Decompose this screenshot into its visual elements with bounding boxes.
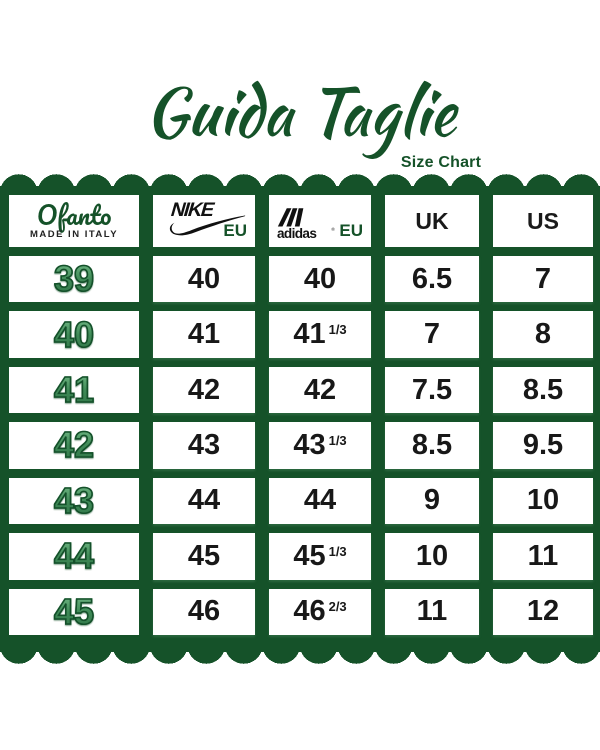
svg-text:adidas: adidas <box>277 226 316 241</box>
svg-text:®: ® <box>331 226 335 232</box>
svg-text:NIKE: NIKE <box>168 199 217 221</box>
